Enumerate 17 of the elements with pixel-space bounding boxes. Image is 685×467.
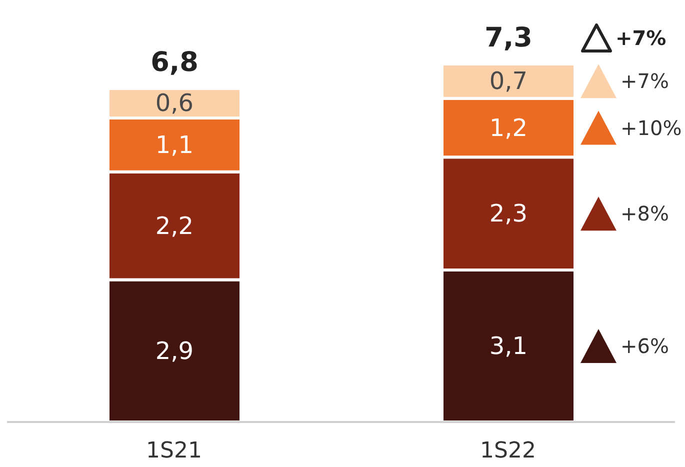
annotation: +7% (620, 69, 669, 94)
annotation: +10% (620, 116, 682, 140)
data-label: 2,3 (489, 200, 528, 228)
data-label: 0,6 (155, 89, 194, 118)
x-tick-label: 1S22 (480, 438, 536, 464)
data-label: 0,7 (489, 67, 528, 96)
data-label: 1,2 (489, 114, 528, 142)
data-label: 3,1 (489, 332, 528, 360)
total-label: 7,3 (484, 22, 532, 54)
annotation: +6% (620, 334, 669, 358)
data-label: 1,1 (155, 130, 194, 159)
total-label: 6,8 (150, 47, 198, 78)
annotation: +8% (620, 202, 669, 226)
x-tick-label: 1S21 (146, 438, 202, 464)
data-label: 2,2 (155, 212, 194, 240)
text: +7% (616, 26, 666, 50)
data-label: 2,9 (155, 336, 194, 365)
